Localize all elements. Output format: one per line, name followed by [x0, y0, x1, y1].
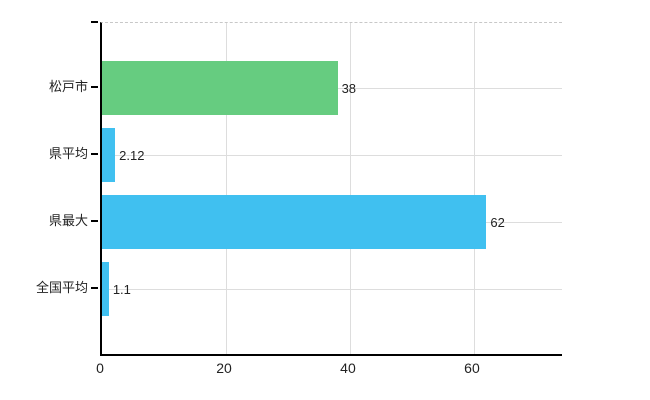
bar-2 — [102, 195, 487, 249]
category-label: 県最大 — [48, 213, 88, 228]
horizontal-gridline — [102, 288, 562, 290]
plot-area: 38 2.12 62 1.1 — [100, 22, 562, 356]
bar-value-label: 2.12 — [119, 147, 145, 163]
bar-0 — [102, 61, 338, 115]
vertical-gridline — [473, 23, 475, 354]
bar-value-label: 38 — [341, 80, 357, 96]
horizontal-gridline — [102, 154, 562, 156]
y-axis-top-tick — [91, 21, 98, 23]
x-axis-tick-label: 0 — [96, 360, 104, 376]
x-axis-tick-label: 60 — [464, 360, 480, 376]
vertical-gridline — [225, 23, 227, 354]
y-axis-tick — [91, 86, 98, 88]
category-label: 全国平均 — [35, 280, 88, 295]
category-label: 松戸市 — [48, 79, 88, 94]
bar-value-label: 1.1 — [112, 281, 131, 297]
vertical-gridline — [349, 23, 351, 354]
bar-value-label: 62 — [490, 214, 505, 230]
x-axis-tick-label: 20 — [216, 360, 232, 376]
x-axis-tick-label: 40 — [340, 360, 356, 376]
bar-3 — [102, 262, 109, 316]
category-label: 県平均 — [48, 146, 88, 161]
bar-1 — [102, 128, 116, 182]
y-axis-tick — [91, 220, 98, 222]
y-axis-tick — [91, 153, 98, 155]
y-axis-tick — [91, 287, 98, 289]
